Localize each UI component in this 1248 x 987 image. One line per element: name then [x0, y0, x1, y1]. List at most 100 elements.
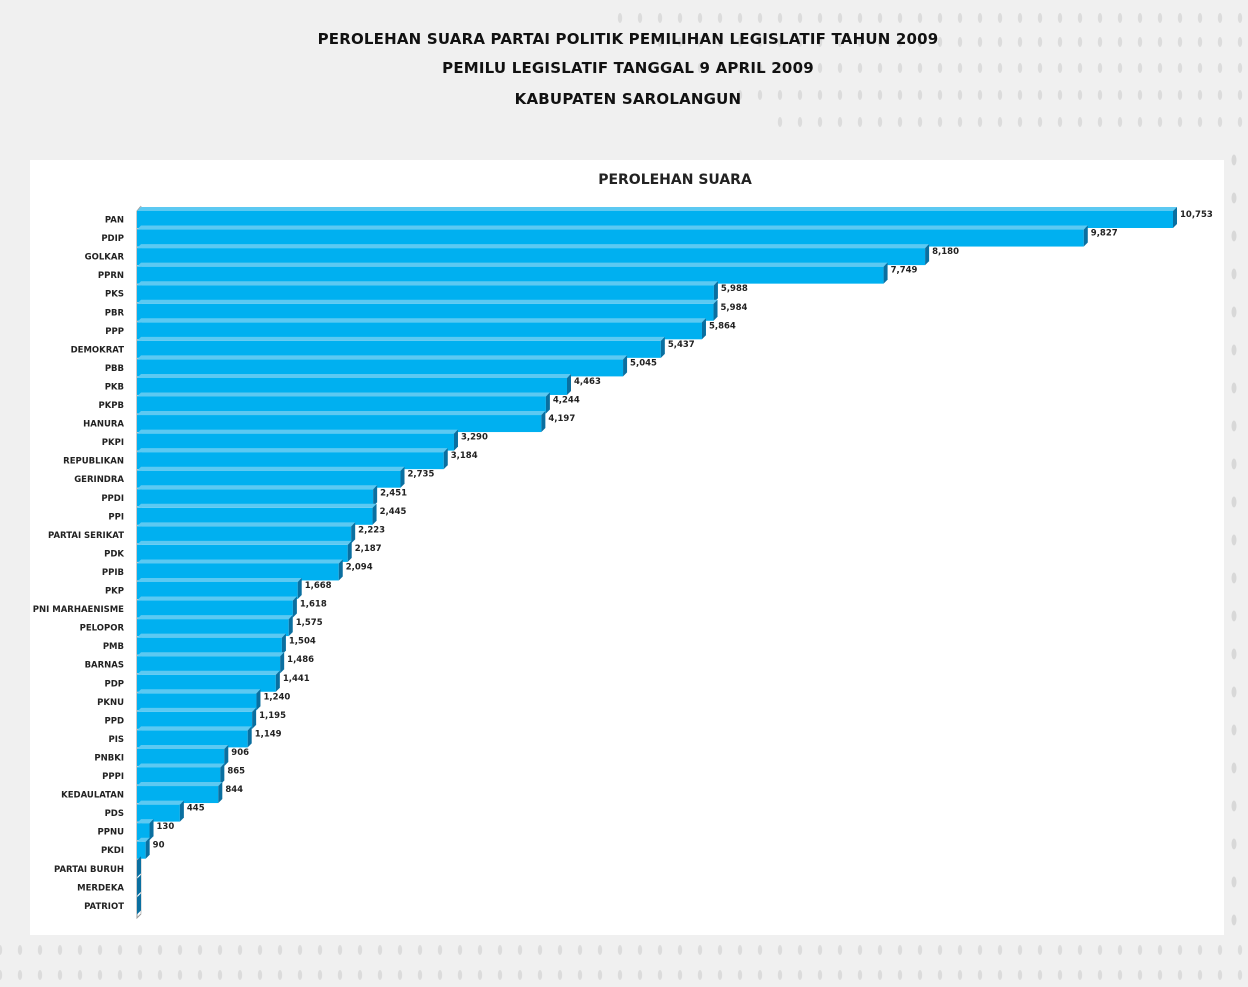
bar-top — [137, 336, 665, 341]
category-label: PPI — [108, 512, 124, 522]
bar — [137, 637, 282, 655]
decor-dot — [857, 945, 863, 955]
decor-dot — [737, 13, 743, 23]
value-label: 4,244 — [553, 396, 580, 406]
bar-top — [137, 578, 302, 582]
decor-dot — [1231, 458, 1237, 470]
decor-dot — [1217, 945, 1223, 955]
decor-dot — [937, 945, 943, 955]
bar-top — [137, 763, 225, 768]
bar — [137, 619, 289, 637]
decor-dot — [17, 945, 23, 955]
decor-dot — [1037, 63, 1043, 73]
decor-dot — [977, 117, 983, 127]
page-title: PEROLEHAN SUARA PARTAI POLITIK PEMILIHAN… — [317, 30, 939, 48]
bar — [137, 433, 454, 451]
bar-top — [137, 392, 550, 397]
bar-top — [137, 225, 1088, 230]
decor-dot — [1097, 970, 1103, 980]
decor-dot — [837, 90, 843, 100]
decor-dot — [1077, 37, 1083, 47]
bar-top — [137, 429, 458, 434]
decor-dot — [897, 117, 903, 127]
decor-dot — [437, 970, 443, 980]
value-label: 5,988 — [721, 284, 748, 294]
decor-dot — [937, 970, 943, 980]
decor-dot — [977, 970, 983, 980]
category-label: DEMOKRAT — [71, 345, 125, 355]
decor-dot — [57, 945, 63, 955]
decor-dot — [397, 970, 403, 980]
decor-dot — [977, 63, 983, 73]
decor-dot — [1231, 876, 1237, 888]
category-label: PKB — [105, 382, 124, 392]
decor-dot — [0, 945, 3, 955]
decor-dot — [897, 90, 903, 100]
decor-dot — [677, 13, 683, 23]
decor-dot — [1231, 230, 1237, 242]
decor-dot — [0, 970, 3, 980]
category-label: PPNU — [98, 828, 125, 838]
bar-side — [338, 559, 343, 581]
bar — [137, 786, 219, 804]
bar-side — [288, 615, 293, 637]
decor-dot — [997, 37, 1003, 47]
bar — [137, 507, 373, 525]
value-label: 1,240 — [263, 692, 290, 702]
bar-top — [137, 244, 930, 249]
bar-top — [137, 485, 378, 490]
category-label: PPIB — [102, 568, 124, 578]
bar-side — [137, 893, 141, 915]
decor-dot — [797, 63, 803, 73]
decor-dot — [957, 37, 963, 47]
bar — [137, 489, 374, 507]
value-label: 2,451 — [380, 488, 407, 498]
bar-side — [218, 782, 223, 804]
decor-dot — [657, 37, 663, 47]
decor-dot — [557, 945, 563, 955]
decor-dot — [957, 13, 963, 23]
bar-top — [137, 373, 571, 378]
decor-dot — [1217, 117, 1223, 127]
bar — [137, 359, 624, 377]
decor-dot — [797, 13, 803, 23]
decor-dot — [397, 945, 403, 955]
decor-dot — [1217, 37, 1223, 47]
decor-dot — [1077, 90, 1083, 100]
bar-top — [137, 299, 718, 304]
decor-dot — [1137, 37, 1143, 47]
decor-dot — [817, 117, 823, 127]
decor-dot — [1097, 90, 1103, 100]
decor-dot — [1231, 534, 1237, 546]
bar-side — [883, 262, 888, 284]
category-label: GERINDRA — [74, 475, 124, 485]
category-label: PDIP — [101, 234, 124, 244]
bar-top — [137, 615, 293, 620]
decor-dot — [817, 13, 823, 23]
decor-dot — [857, 13, 863, 23]
decor-dot — [777, 117, 783, 127]
bar-top — [137, 652, 285, 657]
decor-dot — [1217, 970, 1223, 980]
decor-dot — [677, 945, 683, 955]
decor-dot — [1237, 13, 1243, 23]
value-label: 4,463 — [574, 377, 601, 387]
value-label: 2,735 — [408, 470, 435, 480]
bar — [137, 526, 352, 544]
value-label: 2,223 — [358, 525, 385, 535]
decor-dot — [777, 63, 783, 73]
decor-dot — [137, 970, 143, 980]
bar-side — [145, 837, 150, 859]
decor-dot — [657, 13, 663, 23]
bar-side — [351, 522, 356, 544]
decor-dot — [377, 945, 383, 955]
value-label: 844 — [225, 785, 243, 795]
decor-dot — [1217, 90, 1223, 100]
decor-dot — [1231, 344, 1237, 356]
decor-dot — [77, 970, 83, 980]
bar-top — [137, 355, 628, 360]
decor-dot — [177, 945, 183, 955]
value-label: 1,668 — [305, 581, 332, 591]
decor-dot — [1117, 13, 1123, 23]
decor-dot — [1117, 117, 1123, 127]
